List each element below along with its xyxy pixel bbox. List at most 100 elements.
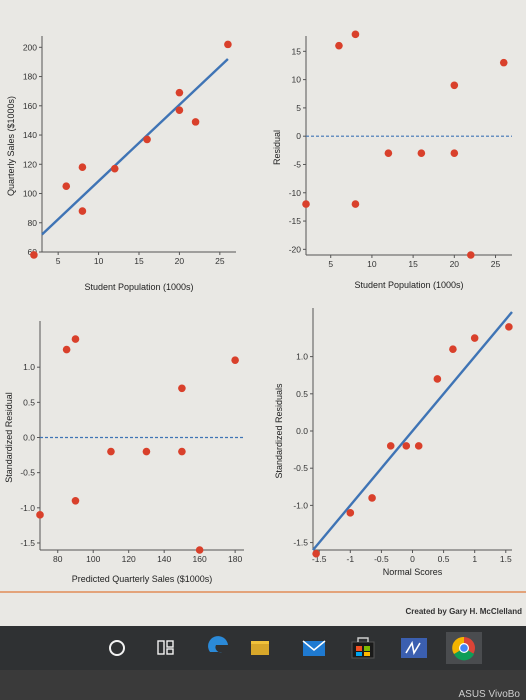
data-point xyxy=(384,149,393,157)
y-tick-label: -1.0 xyxy=(20,503,35,513)
data-point xyxy=(302,200,310,208)
y-tick-label: 0.0 xyxy=(296,426,308,436)
data-point xyxy=(467,251,475,259)
data-point xyxy=(351,200,360,208)
data-point xyxy=(143,135,151,144)
search-circle-icon[interactable] xyxy=(109,640,125,656)
y-tick-label: 0.5 xyxy=(296,389,308,399)
data-point xyxy=(78,207,87,215)
taskbar: ASUS VivoBo xyxy=(0,626,526,700)
y-tick-label: 1.0 xyxy=(296,352,308,362)
laptop-brand-text: ASUS VivoBo xyxy=(458,689,520,700)
y-tick-label: 200 xyxy=(23,42,37,52)
data-point xyxy=(71,335,80,343)
data-point xyxy=(36,511,44,519)
x-tick-label: 15 xyxy=(134,256,144,266)
x-tick-label: 140 xyxy=(157,554,171,564)
data-point xyxy=(351,30,360,39)
data-point xyxy=(224,40,232,49)
regression-line xyxy=(312,311,513,551)
y-tick-label: 15 xyxy=(292,46,302,56)
y-tick-label: -0.5 xyxy=(20,468,35,478)
data-point xyxy=(107,447,115,456)
data-point xyxy=(142,447,151,456)
y-tick-label: 5 xyxy=(296,103,301,113)
y-tick-label: -10 xyxy=(289,188,302,198)
data-point xyxy=(231,356,239,364)
y-tick-label: -1.5 xyxy=(20,538,35,548)
chrome-icon[interactable] xyxy=(446,632,482,664)
y-tick-label: 10 xyxy=(292,75,302,85)
data-point xyxy=(499,58,508,67)
x-tick-label: -0.5 xyxy=(374,554,389,564)
data-point xyxy=(71,496,80,505)
x-tick-label: 160 xyxy=(193,554,207,564)
y-axis-title: Standardized Residuals xyxy=(274,383,284,479)
data-point xyxy=(433,375,442,383)
data-point xyxy=(346,509,355,517)
mail-icon[interactable] xyxy=(302,640,326,656)
y-tick-label: 160 xyxy=(23,101,37,111)
y-tick-label: 140 xyxy=(23,130,37,140)
x-tick-label: 100 xyxy=(86,554,100,564)
data-point xyxy=(110,164,119,173)
data-point xyxy=(62,345,71,354)
edge-browser-icon[interactable] xyxy=(208,636,228,653)
data-point xyxy=(386,442,395,450)
data-point xyxy=(191,118,200,126)
y-tick-label: 120 xyxy=(23,159,37,169)
y-tick-label: 100 xyxy=(23,189,37,199)
x-tick-label: 20 xyxy=(450,259,460,269)
y-tick-label: -0.5 xyxy=(293,463,308,473)
y-axis-title: Quarterly Sales ($1000s) xyxy=(6,96,16,196)
x-axis-title: Normal Scores xyxy=(383,567,443,577)
task-view-icon[interactable] xyxy=(157,640,174,655)
y-tick-label: -1.5 xyxy=(293,538,308,548)
data-point xyxy=(449,345,457,353)
chart-top-left: 5101520256080100120140160180200Student P… xyxy=(6,36,236,292)
data-point xyxy=(78,163,87,171)
data-point xyxy=(368,494,376,502)
y-tick-label: -1.0 xyxy=(293,500,308,510)
y-tick-label: 0 xyxy=(296,131,301,141)
x-tick-label: 0.5 xyxy=(438,554,450,564)
data-point xyxy=(505,323,513,331)
x-tick-label: 20 xyxy=(175,256,185,266)
x-tick-label: 10 xyxy=(367,259,377,269)
x-tick-label: 15 xyxy=(408,259,418,269)
data-point xyxy=(312,549,320,558)
chart-bottom-right: -1.5 -1 -0.5 0 0.5 1 1.5 -1.5 -1.0 -0.5 0.0 0.5 1.0 N… xyxy=(274,308,513,577)
data-point xyxy=(402,442,411,450)
store-icon[interactable] xyxy=(351,637,375,659)
file-explorer-icon[interactable] xyxy=(251,641,269,655)
data-point xyxy=(178,447,186,456)
y-tick-label: 0.0 xyxy=(23,433,35,443)
data-point xyxy=(195,546,204,554)
x-tick-label: 180 xyxy=(228,554,242,564)
x-axis-title: Student Population (1000s) xyxy=(84,282,193,292)
data-point xyxy=(175,106,184,114)
data-point xyxy=(178,384,186,393)
regression-line xyxy=(41,58,229,236)
data-point xyxy=(414,442,423,450)
y-axis-title: Residual xyxy=(272,130,282,165)
y-tick-label: -5 xyxy=(293,159,301,169)
x-axis-title: Predicted Quarterly Sales ($1000s) xyxy=(72,574,213,584)
data-point xyxy=(335,41,343,50)
data-point xyxy=(175,88,184,97)
y-tick-label: 180 xyxy=(23,72,37,82)
x-tick-label: 1.5 xyxy=(500,554,512,564)
x-tick-label: 10 xyxy=(94,256,104,266)
y-axis-title: Standardized Residual xyxy=(4,392,14,483)
myasus-icon[interactable] xyxy=(401,638,427,658)
x-tick-label: -1.5 xyxy=(312,554,327,564)
x-tick-label: -1 xyxy=(347,554,355,564)
chart-top-right: 5 10 15 20 25 -20 -15 -10 -5 0 5 10 15 Student Popula… xyxy=(272,30,512,290)
data-point xyxy=(417,149,426,157)
x-tick-label: 80 xyxy=(53,554,63,564)
x-tick-label: 25 xyxy=(215,256,225,266)
chart-bottom-left: 80 100 120 140 160 180 -1.5 -1.0 -0.5 0.0 0.5 1.0 Pr… xyxy=(4,321,244,584)
y-tick-label: 80 xyxy=(28,218,38,228)
y-tick-label: 1.0 xyxy=(23,362,35,372)
